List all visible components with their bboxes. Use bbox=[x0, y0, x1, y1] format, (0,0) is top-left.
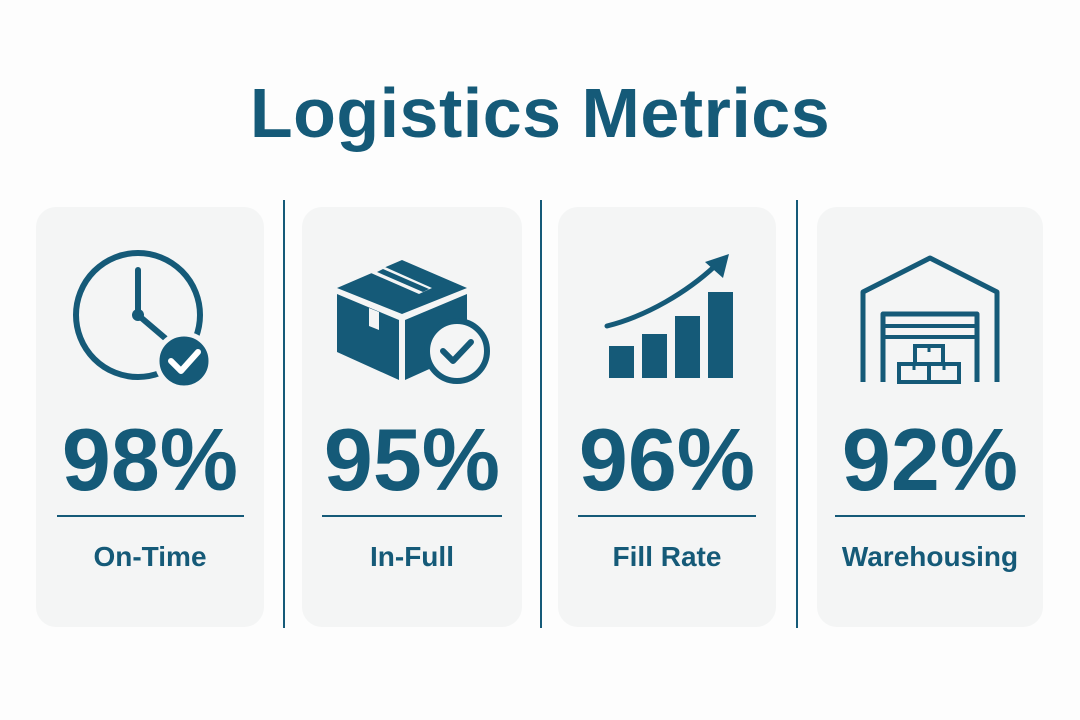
metric-rule bbox=[578, 515, 756, 517]
metric-label-in-full: In-Full bbox=[370, 541, 454, 572]
divider bbox=[283, 200, 285, 628]
metric-rule bbox=[835, 515, 1025, 517]
metric-value-on-time: 98% bbox=[61, 410, 239, 509]
metric-card-warehousing bbox=[817, 207, 1043, 627]
divider bbox=[540, 200, 542, 628]
metric-label-on-time: On-Time bbox=[93, 541, 207, 572]
metric-value-fill-rate: 96% bbox=[578, 410, 756, 509]
clock-check-icon bbox=[36, 238, 264, 388]
metric-rule bbox=[322, 515, 502, 517]
divider bbox=[796, 200, 798, 628]
metric-label-fill-rate: Fill Rate bbox=[612, 541, 722, 572]
metric-rule bbox=[57, 515, 244, 517]
page-title: Logistics Metrics bbox=[249, 74, 831, 152]
metric-card-on-time bbox=[36, 207, 264, 627]
box-check-icon bbox=[302, 248, 522, 388]
bar-chart-up-icon bbox=[558, 248, 776, 388]
metric-label-warehousing: Warehousing bbox=[841, 541, 1019, 572]
warehouse-icon bbox=[817, 252, 1043, 388]
metric-card-fill-rate bbox=[558, 207, 776, 627]
metric-value-in-full: 95% bbox=[323, 410, 501, 509]
metric-value-warehousing: 92% bbox=[841, 410, 1019, 509]
